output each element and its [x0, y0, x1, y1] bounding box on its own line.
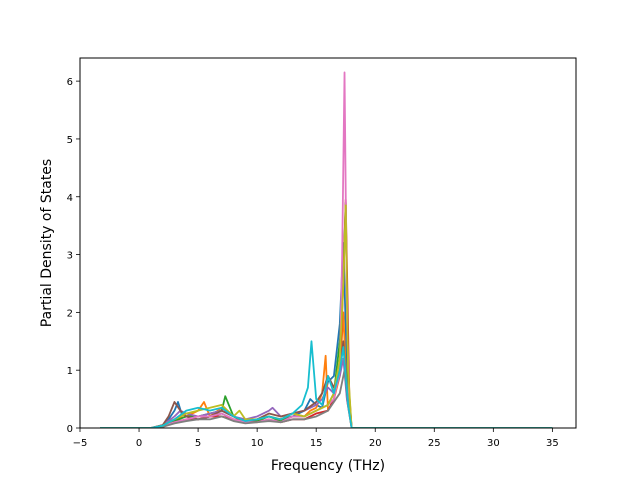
plot-area [80, 58, 576, 428]
y-axis-label: Partial Density of States [39, 159, 55, 327]
x-tick-label: 25 [428, 438, 441, 449]
axes-frame [79, 57, 577, 429]
y-tick-label: 2 [67, 308, 73, 319]
x-axis-ticks: −5 0 5 10 15 20 25 30 35 [73, 428, 559, 449]
x-tick-label: 10 [251, 438, 264, 449]
series-layer [100, 71, 553, 428]
x-tick-label: 5 [195, 438, 201, 449]
y-axis-ticks: 0 1 2 3 4 5 6 [67, 77, 80, 435]
y-tick-label: 0 [67, 424, 73, 435]
series-line-10 [100, 340, 553, 428]
y-tick-label: 4 [67, 193, 73, 204]
x-tick-label: 35 [546, 438, 559, 449]
x-tick-label: 0 [136, 438, 142, 449]
y-tick-label: 3 [67, 251, 73, 262]
x-tick-label: 20 [369, 438, 382, 449]
y-tick-label: 1 [67, 366, 73, 377]
series-line-5 [100, 357, 553, 428]
x-tick-label: −5 [73, 438, 88, 449]
x-tick-label: 30 [487, 438, 500, 449]
y-tick-label: 6 [67, 77, 73, 88]
x-tick-label: 15 [310, 438, 323, 449]
x-axis-label: Frequency (THz) [271, 458, 385, 474]
y-tick-label: 5 [67, 135, 73, 146]
